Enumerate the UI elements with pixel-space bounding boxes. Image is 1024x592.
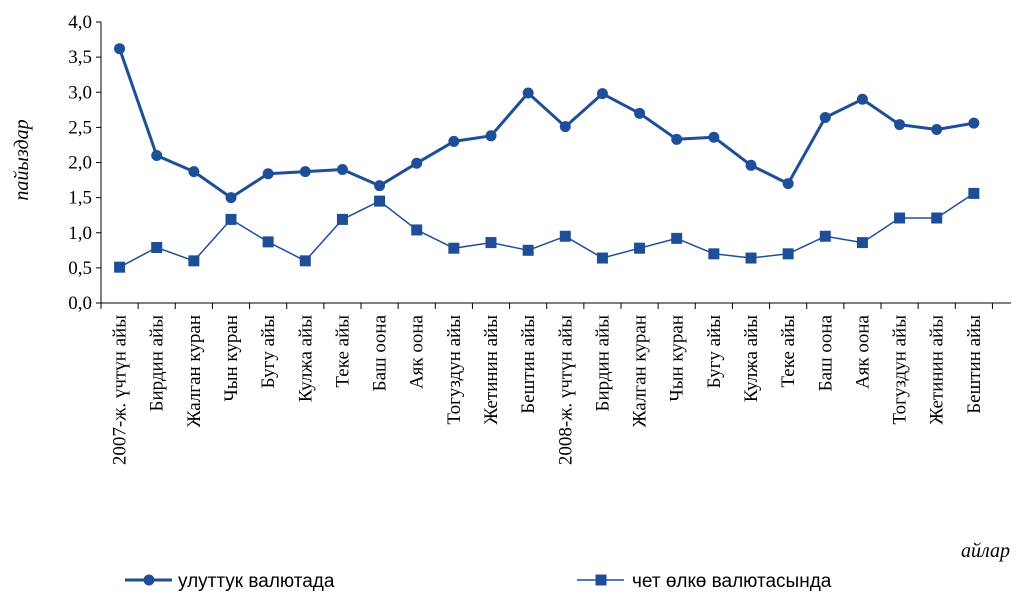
data-point (968, 117, 980, 129)
data-point (151, 242, 163, 254)
x-tick-label: Бештин айы (518, 315, 539, 414)
data-point (745, 159, 757, 171)
data-point (894, 119, 906, 131)
x-tick-label: Бештин айы (964, 315, 985, 414)
data-point (114, 43, 126, 55)
y-axis-title: пайыздар (11, 119, 33, 200)
legend-item-foreign: чет өлкө валютасында (577, 571, 832, 592)
data-point (819, 230, 831, 242)
y-axis-ticks: 0,0 0,5 1,0 1,5 2,0 2,5 3,0 3,5 4,0 (68, 12, 101, 314)
legend-marker-circle (143, 574, 155, 586)
data-point (671, 133, 683, 145)
series-foreign (114, 187, 980, 273)
data-point (522, 87, 534, 99)
data-point (411, 157, 423, 169)
x-tick-label: Тогуздун айы (444, 315, 465, 425)
y-tick-label: 3,5 (68, 47, 92, 68)
data-point (559, 230, 571, 242)
y-tick-label: 2,0 (68, 153, 92, 174)
x-tick-label: Чын куран (667, 315, 688, 402)
x-tick-label: 2007-ж. үчтүн айы (110, 315, 131, 465)
x-tick-label: Теке айы (778, 315, 799, 388)
x-tick-label: 2008-ж. үчтүн айы (555, 315, 576, 465)
y-tick-label: 4,0 (68, 12, 92, 33)
data-point (968, 187, 980, 199)
series-national (114, 43, 980, 204)
x-tick-label: Жетинин айы (481, 315, 502, 425)
data-point (856, 237, 868, 249)
data-point (299, 255, 311, 267)
data-point (931, 212, 943, 224)
y-tick-label: 2,5 (68, 117, 92, 138)
series-layer (114, 43, 980, 273)
data-point (262, 168, 274, 180)
y-tick-label: 3,0 (68, 82, 92, 103)
x-tick-label: Бирдин айы (592, 315, 613, 412)
x-tick-label: Бирдин айы (147, 315, 168, 412)
x-axis-ticks: 2007-ж. үчтүн айы Бирдин айы Жалган куран Ч… (100, 303, 993, 465)
data-point (634, 107, 646, 119)
y-tick-label: 1,0 (68, 223, 92, 244)
data-point (485, 130, 497, 142)
x-tick-label: Бугу айы (258, 315, 279, 389)
data-point (151, 149, 163, 161)
data-point (819, 112, 831, 124)
data-point (336, 213, 348, 225)
legend-item-national: улуттук валютада (125, 571, 335, 592)
x-tick-label: Жалган куран (630, 315, 651, 427)
x-tick-label: Чын куран (221, 315, 242, 402)
data-point (485, 237, 497, 249)
legend-marker-square (595, 574, 607, 586)
data-point (299, 166, 311, 178)
x-tick-label: Баш оона (815, 314, 836, 391)
data-point (596, 88, 608, 100)
y-tick-label: 0,0 (68, 293, 92, 314)
data-point (225, 192, 237, 204)
data-point (262, 236, 274, 248)
data-point (374, 195, 386, 207)
data-point (522, 244, 534, 256)
x-tick-label: Баш оона (370, 314, 391, 391)
data-point (671, 232, 683, 244)
series-line (119, 192, 975, 268)
data-point (448, 135, 460, 147)
data-point (782, 178, 794, 190)
data-point (114, 261, 126, 273)
x-tick-label: Теке айы (332, 315, 353, 388)
x-tick-label: Бугу айы (704, 315, 725, 389)
data-point (856, 93, 868, 105)
x-axis-title: айлар (961, 540, 1010, 562)
data-point (225, 213, 237, 225)
data-point (374, 180, 386, 192)
data-point (708, 248, 720, 260)
data-point (188, 166, 200, 178)
x-tick-label: Аяк оона (407, 314, 428, 389)
data-point (596, 252, 608, 264)
data-point (336, 164, 348, 176)
y-tick-label: 1,5 (68, 188, 92, 209)
legend: улуттук валютада чет өлкө валютасында (125, 571, 832, 592)
data-point (448, 242, 460, 254)
legend-label-foreign: чет өлкө валютасында (632, 571, 832, 592)
data-point (931, 123, 943, 135)
x-tick-label: Жетинин айы (927, 315, 948, 425)
legend-label-national: улуттук валютада (178, 571, 335, 592)
data-point (634, 242, 646, 254)
data-point (782, 248, 794, 260)
data-point (894, 212, 906, 224)
data-point (559, 121, 571, 133)
data-point (411, 224, 423, 236)
y-tick-label: 0,5 (68, 258, 92, 279)
x-tick-label: Жалган куран (184, 315, 205, 427)
data-point (188, 255, 200, 267)
data-point (745, 252, 757, 264)
data-point (708, 131, 720, 143)
series-line (118, 48, 975, 200)
x-tick-label: Кулжа айы (741, 315, 762, 402)
x-tick-label: Тогуздун айы (890, 315, 911, 425)
x-tick-label: Кулжа айы (295, 315, 316, 402)
x-tick-label: Аяк оона (852, 314, 873, 389)
